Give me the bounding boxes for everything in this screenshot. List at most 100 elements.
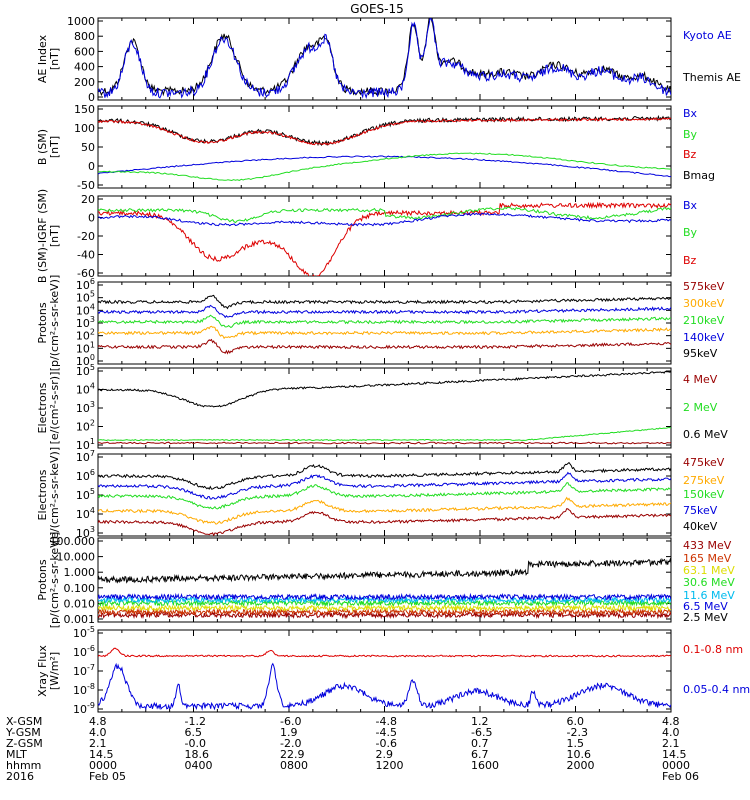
footer-value: Feb 06 bbox=[662, 770, 699, 783]
legend-475kev: 475keV bbox=[683, 456, 725, 469]
panel-frame bbox=[97, 629, 672, 713]
y-tick-label: 0.001 bbox=[64, 613, 96, 626]
y-tick-label: 400 bbox=[74, 61, 95, 74]
y-axis-label: B (SM) bbox=[36, 129, 49, 165]
y-tick-label: 200 bbox=[74, 76, 95, 89]
footer-value: 0400 bbox=[184, 759, 213, 772]
trace-475keV bbox=[98, 508, 671, 536]
y-tick-label: 101 bbox=[76, 340, 95, 355]
legend-140kev: 140keV bbox=[683, 331, 725, 344]
legend-0-05-0-4-nm: 0.05-0.4 nm bbox=[683, 683, 750, 696]
panel-xray: 10-5 10-6 10-7 10-8 10-9 Xray Flux [W/m²] 0.1-0… bbox=[36, 625, 750, 716]
y-axis-label: Protons bbox=[36, 302, 49, 343]
legend-2-5-mev: 2.5 MeV bbox=[683, 611, 728, 624]
trace-by bbox=[98, 152, 671, 182]
trace-575keV bbox=[98, 338, 671, 355]
trace-63.1 MeV bbox=[98, 603, 671, 613]
trace-bx bbox=[98, 155, 671, 178]
y-tick-label: 102 bbox=[76, 419, 95, 434]
legend-6-5-mev: 6.5 MeV bbox=[683, 600, 728, 613]
footer-value: 0000 bbox=[89, 759, 117, 772]
y-tick-label: 0.010 bbox=[64, 597, 96, 610]
y-axis-label: [nT] bbox=[48, 136, 61, 158]
y-tick-label: 10-5 bbox=[73, 625, 95, 640]
legend-575kev: 575keV bbox=[683, 280, 725, 293]
trace-kyoto-ae bbox=[98, 18, 671, 99]
y-axis-label: [nT] bbox=[48, 48, 61, 70]
y-tick-label: 105 bbox=[76, 290, 95, 305]
y-tick-label: 106 bbox=[76, 277, 95, 292]
y-tick-label: 105 bbox=[76, 363, 95, 378]
y-tick-label: 0 bbox=[88, 212, 95, 225]
y-tick-label: 1.000 bbox=[64, 566, 96, 579]
footer-value: 2.9 bbox=[375, 748, 394, 761]
panel-digrf: 20 0 -20 -40 -60 B (SM)-IGRF (SM) [nT] Bx By Bz bbox=[36, 189, 698, 283]
y-tick-label: 104 bbox=[76, 506, 95, 521]
trace-0.6 MeV bbox=[98, 370, 671, 408]
panel-electrons_low: 107 106 105 104 103 Electrons [e/(cm²-s-sr-keV… bbox=[36, 447, 725, 543]
y-tick-label: 0 bbox=[88, 160, 95, 173]
y-tick-label: 10-7 bbox=[73, 663, 95, 678]
footer-value: -4.5 bbox=[375, 726, 397, 739]
footer-value: 2.1 bbox=[89, 737, 107, 750]
y-tick-label: 10-6 bbox=[73, 644, 95, 659]
y-tick-label: 0 bbox=[88, 91, 95, 104]
legend-63-1-mev: 63.1 MeV bbox=[683, 564, 735, 577]
footer-value: 18.6 bbox=[184, 748, 210, 761]
footer-value: 4.0 bbox=[89, 726, 107, 739]
trace-275keV bbox=[98, 496, 671, 525]
footer-value: 14.5 bbox=[89, 748, 114, 761]
panel-frame bbox=[97, 367, 672, 449]
y-axis-label: [p/(cm²-s-sr-keV)] bbox=[48, 275, 61, 372]
trace-433 MeV bbox=[98, 610, 671, 620]
y-tick-label: 102 bbox=[76, 328, 95, 343]
legend-2-mev: 2 MeV bbox=[683, 401, 718, 414]
legend-4-mev: 4 MeV bbox=[683, 373, 718, 386]
y-tick-label: 600 bbox=[74, 45, 95, 58]
panel-protons_high: 100.000 10.000 1.000 0.100 0.010 0.001 Protons… bbox=[36, 532, 735, 629]
legend-bz: Bz bbox=[683, 254, 697, 267]
footer-value: 2.1 bbox=[662, 737, 680, 750]
y-tick-label: 107 bbox=[76, 449, 95, 464]
footer-value: -6.5 bbox=[471, 726, 493, 739]
y-axis-label: [p/(cm²-s-sr-keV)] bbox=[48, 532, 61, 629]
trace-bz bbox=[98, 201, 671, 276]
legend-210kev: 210keV bbox=[683, 314, 725, 327]
footer-label: X-GSM bbox=[6, 715, 43, 728]
footer-value: 1.5 bbox=[566, 737, 585, 750]
legend-bmag: Bmag bbox=[683, 169, 715, 182]
trace-bz bbox=[98, 117, 671, 146]
legend-40kev: 40keV bbox=[683, 520, 718, 533]
footer-value: -6.0 bbox=[280, 715, 302, 728]
panel-electrons_high: 105 104 103 102 101 Electrons [e/(cm²-s-sr)] 4 … bbox=[36, 363, 728, 452]
footer-value: 4.8 bbox=[89, 715, 107, 728]
trace-2.5 MeV bbox=[98, 557, 671, 584]
y-tick-label: 1000 bbox=[67, 15, 95, 28]
legend-themis-ae: Themis AE bbox=[682, 71, 741, 84]
y-axis-label: Xray Flux bbox=[36, 645, 49, 697]
y-tick-label: 100.000 bbox=[50, 535, 96, 548]
legend-30-6-mev: 30.6 MeV bbox=[683, 576, 735, 589]
footer-value: 1600 bbox=[471, 759, 499, 772]
y-tick-label: 103 bbox=[76, 400, 95, 415]
y-tick-label: 50 bbox=[81, 141, 95, 154]
y-tick-label: -50 bbox=[77, 179, 95, 192]
y-tick-label: -60 bbox=[77, 267, 95, 280]
footer-value: 4.0 bbox=[662, 726, 680, 739]
y-tick-label: 106 bbox=[76, 468, 95, 483]
trace-140keV bbox=[98, 304, 671, 319]
y-tick-label: 104 bbox=[76, 302, 95, 317]
footer-value: -2.0 bbox=[280, 737, 302, 750]
legend-bz: Bz bbox=[683, 148, 697, 161]
legend-kyoto-ae: Kyoto AE bbox=[683, 29, 732, 42]
legend-bx: Bx bbox=[683, 199, 698, 212]
trace-210keV bbox=[98, 314, 671, 329]
legend-by: By bbox=[683, 128, 698, 141]
trace-150keV bbox=[98, 482, 671, 510]
footer-value: 0800 bbox=[280, 759, 308, 772]
trace-0.05-0.4 nm bbox=[98, 662, 671, 711]
legend-bx: Bx bbox=[683, 107, 698, 120]
trace-300keV bbox=[98, 325, 671, 340]
